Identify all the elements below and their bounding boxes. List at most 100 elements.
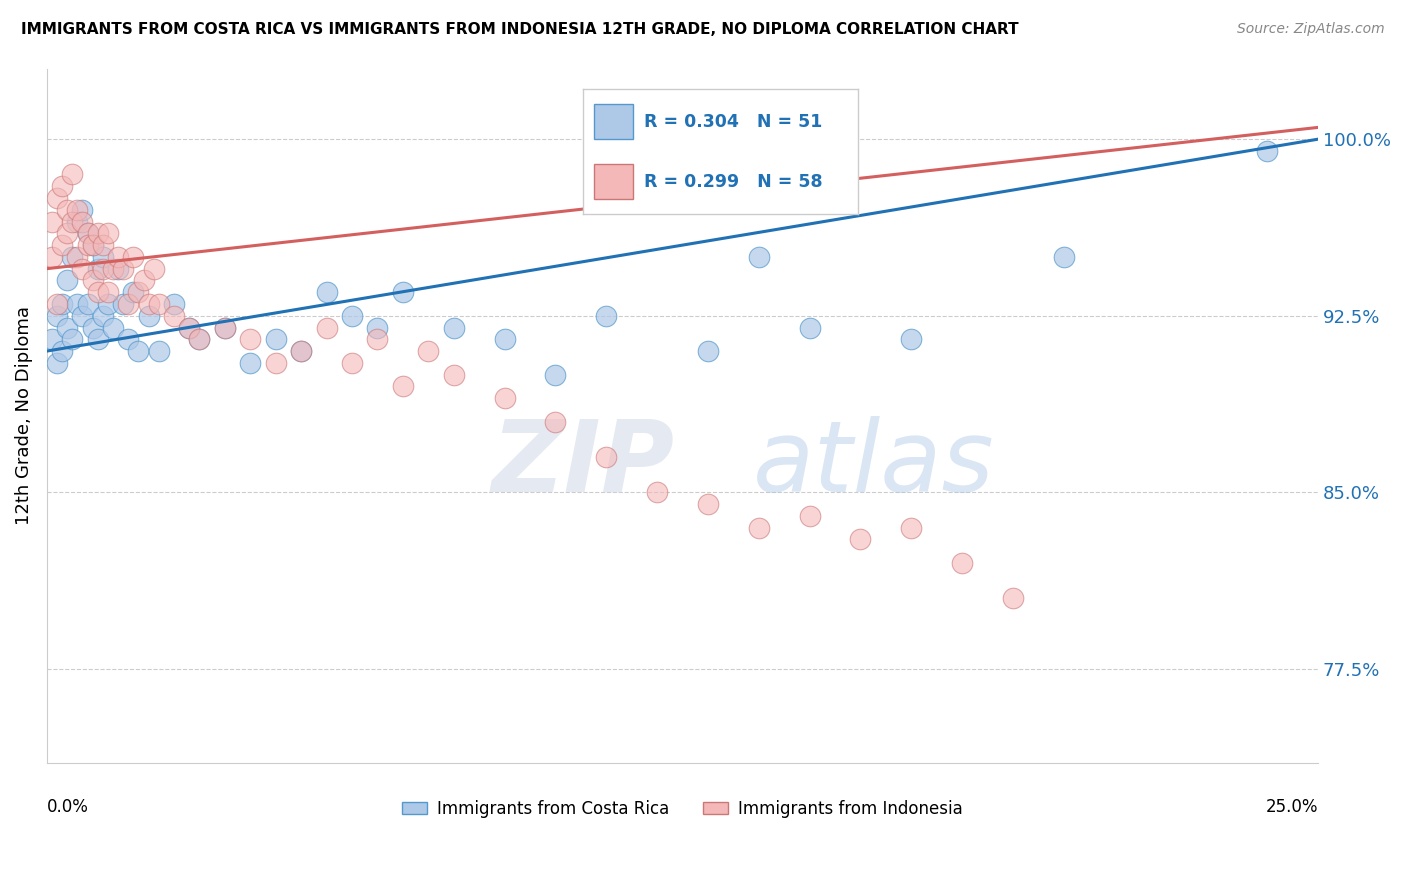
Point (645, 485, 668, 500)
Point (66, 297, 89, 311)
Point (340, 356, 363, 370)
Point (127, 344, 149, 359)
Point (56, 273, 79, 287)
Point (51, 179, 73, 194)
Point (315, 285, 337, 300)
Point (138, 309, 160, 323)
Point (239, 356, 262, 370)
Point (179, 320, 201, 334)
Point (76, 297, 98, 311)
Point (91, 309, 114, 323)
Point (97, 297, 120, 311)
Point (46, 191, 69, 205)
Point (82, 238, 104, 252)
Point (849, 533, 872, 547)
Point (595, 309, 617, 323)
Point (264, 332, 287, 346)
Point (214, 320, 236, 334)
Text: IMMIGRANTS FROM COSTA RICA VS IMMIGRANTS FROM INDONESIA 12TH GRADE, NO DIPLOMA C: IMMIGRANTS FROM COSTA RICA VS IMMIGRANTS… (21, 22, 1019, 37)
Point (72, 261, 94, 276)
Point (239, 332, 262, 346)
Point (82, 273, 104, 287)
Point (494, 391, 516, 405)
Point (66, 250, 89, 264)
Point (366, 332, 388, 346)
Point (60, 214, 83, 228)
Point (72, 309, 94, 323)
Point (315, 320, 337, 334)
Text: ZIP: ZIP (492, 416, 675, 513)
Point (66, 214, 89, 228)
Point (443, 320, 465, 334)
Point (799, 508, 821, 523)
Point (51, 238, 73, 252)
Point (87, 261, 110, 276)
Point (122, 250, 145, 264)
Point (392, 379, 415, 393)
Point (163, 309, 186, 323)
Point (214, 320, 236, 334)
Point (51, 297, 73, 311)
Point (91, 261, 114, 276)
Point (66, 202, 89, 217)
Point (148, 297, 170, 311)
Text: R = 0.299   N = 58: R = 0.299 N = 58 (644, 173, 823, 191)
Point (544, 415, 567, 429)
Point (1053, 250, 1076, 264)
Point (900, 332, 922, 346)
Point (87, 285, 110, 300)
Text: atlas: atlas (752, 416, 994, 513)
Point (97, 227, 120, 241)
Bar (595, 104, 633, 139)
Point (748, 521, 770, 535)
Point (101, 320, 124, 334)
Point (127, 285, 149, 300)
Point (950, 556, 973, 570)
Point (97, 285, 120, 300)
Point (142, 261, 165, 276)
Point (82, 320, 104, 334)
Point (101, 261, 124, 276)
Point (72, 202, 94, 217)
Point (290, 344, 312, 359)
Point (188, 332, 211, 346)
Point (76, 238, 98, 252)
Point (87, 332, 110, 346)
Point (117, 297, 139, 311)
Point (392, 285, 415, 300)
Point (60, 168, 83, 182)
Point (697, 497, 720, 511)
Point (418, 344, 440, 359)
Point (46, 356, 69, 370)
Point (340, 309, 363, 323)
Point (122, 285, 145, 300)
Point (748, 250, 770, 264)
Point (148, 344, 170, 359)
Bar (595, 164, 633, 199)
Point (107, 250, 129, 264)
Point (366, 320, 388, 334)
Point (87, 227, 110, 241)
Point (900, 521, 922, 535)
Point (544, 368, 567, 382)
Point (112, 261, 135, 276)
Point (112, 297, 135, 311)
Point (697, 344, 720, 359)
Point (494, 332, 516, 346)
Point (138, 297, 160, 311)
Point (41, 250, 63, 264)
Point (46, 309, 69, 323)
Point (41, 332, 63, 346)
Point (76, 227, 98, 241)
Point (799, 320, 821, 334)
Point (163, 297, 186, 311)
Point (56, 202, 79, 217)
Point (60, 250, 83, 264)
Point (91, 238, 114, 252)
Point (443, 368, 465, 382)
Point (595, 450, 617, 464)
Point (179, 320, 201, 334)
Legend: Immigrants from Costa Rica, Immigrants from Indonesia: Immigrants from Costa Rica, Immigrants f… (395, 793, 969, 824)
Point (56, 227, 79, 241)
Point (72, 214, 94, 228)
